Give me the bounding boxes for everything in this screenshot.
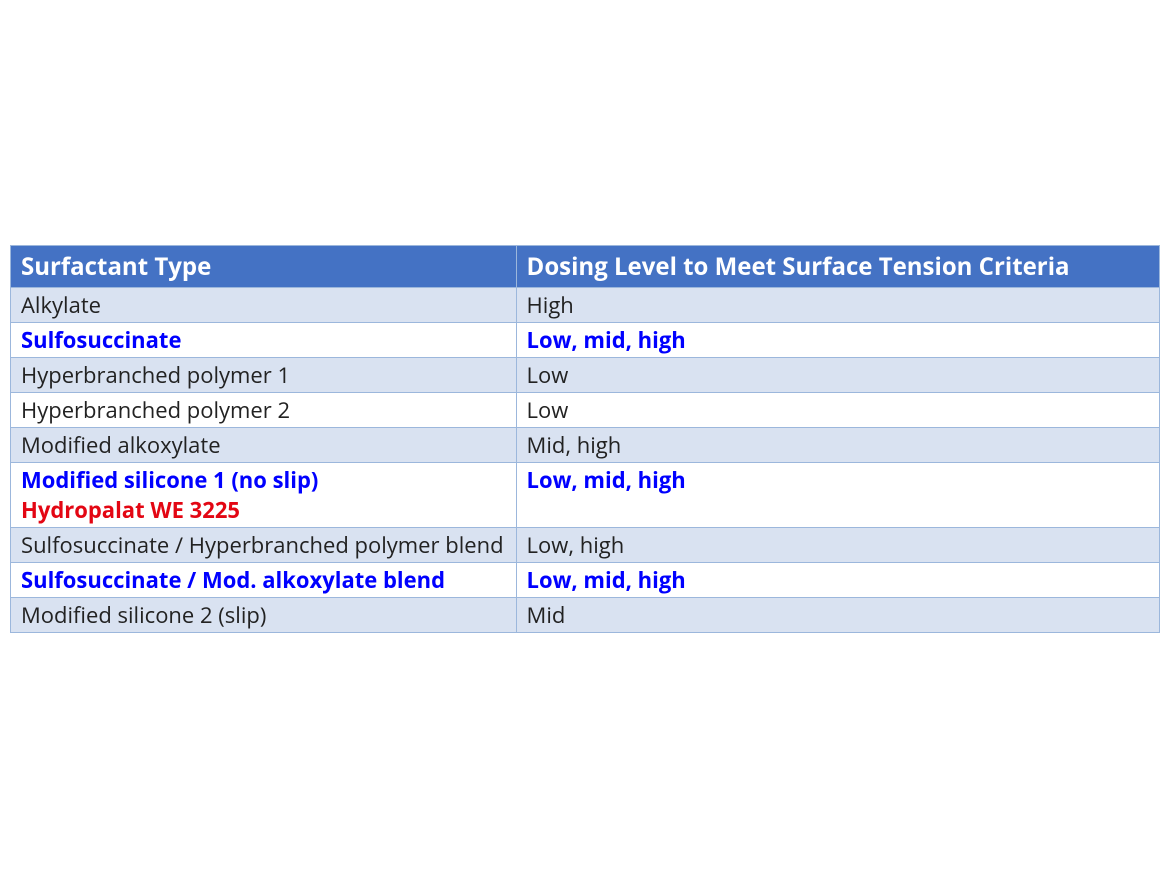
col-header-type: Surfactant Type [11, 246, 517, 288]
cell-type: Sulfosuccinate / Hyperbranched polymer b… [11, 528, 517, 563]
type-text: Modified silicone 1 (no slip) [21, 465, 318, 495]
type-text: Sulfosuccinate / Mod. alkoxylate blend [21, 565, 445, 595]
table-row: Modified alkoxylate Mid, high [11, 428, 1160, 463]
table-row: Sulfosuccinate Low, mid, high [11, 323, 1160, 358]
table-row: Sulfosuccinate / Hyperbranched polymer b… [11, 528, 1160, 563]
cell-dosing: Mid [516, 598, 1159, 633]
cell-type: Hyperbranched polymer 1 [11, 358, 517, 393]
table-row: Sulfosuccinate / Mod. alkoxylate blend Lo… [11, 563, 1160, 598]
type-text: Hyperbranched polymer 1 [21, 360, 290, 390]
surfactant-table-container: Surfactant Type Dosing Level to Meet Sur… [10, 245, 1160, 633]
cell-type: Modified silicone 2 (slip) [11, 598, 517, 633]
cell-dosing: High [516, 288, 1159, 323]
cell-type: Hyperbranched polymer 2 [11, 393, 517, 428]
table-row: Hyperbranched polymer 1 Low [11, 358, 1160, 393]
table-row: Hyperbranched polymer 2 Low [11, 393, 1160, 428]
surfactant-table: Surfactant Type Dosing Level to Meet Sur… [10, 245, 1160, 633]
cell-dosing: Low, mid, high [516, 463, 1159, 528]
type-text: Modified alkoxylate [21, 430, 221, 460]
cell-type: Modified silicone 1 (no slip)Hydropalat … [11, 463, 517, 528]
table-row: Modified silicone 1 (no slip)Hydropalat … [11, 463, 1160, 528]
col-header-dosing: Dosing Level to Meet Surface Tension Cri… [516, 246, 1159, 288]
cell-dosing: Low, mid, high [516, 563, 1159, 598]
type-text: Sulfosuccinate / Hyperbranched polymer b… [21, 530, 504, 560]
cell-type: Alkylate [11, 288, 517, 323]
table-row: Modified silicone 2 (slip) Mid [11, 598, 1160, 633]
cell-dosing: Mid, high [516, 428, 1159, 463]
cell-type: Sulfosuccinate / Mod. alkoxylate blend [11, 563, 517, 598]
type-text: Sulfosuccinate [21, 325, 181, 355]
table-header-row: Surfactant Type Dosing Level to Meet Sur… [11, 246, 1160, 288]
cell-dosing: Low [516, 358, 1159, 393]
table-row: Alkylate High [11, 288, 1160, 323]
type-text: Modified silicone 2 (slip) [21, 600, 266, 630]
type-subtext: Hydropalat WE 3225 [21, 495, 506, 525]
cell-dosing: Low [516, 393, 1159, 428]
type-text: Hyperbranched polymer 2 [21, 395, 290, 425]
cell-dosing: Low, high [516, 528, 1159, 563]
cell-type: Sulfosuccinate [11, 323, 517, 358]
type-text: Alkylate [21, 290, 101, 320]
cell-dosing: Low, mid, high [516, 323, 1159, 358]
cell-type: Modified alkoxylate [11, 428, 517, 463]
